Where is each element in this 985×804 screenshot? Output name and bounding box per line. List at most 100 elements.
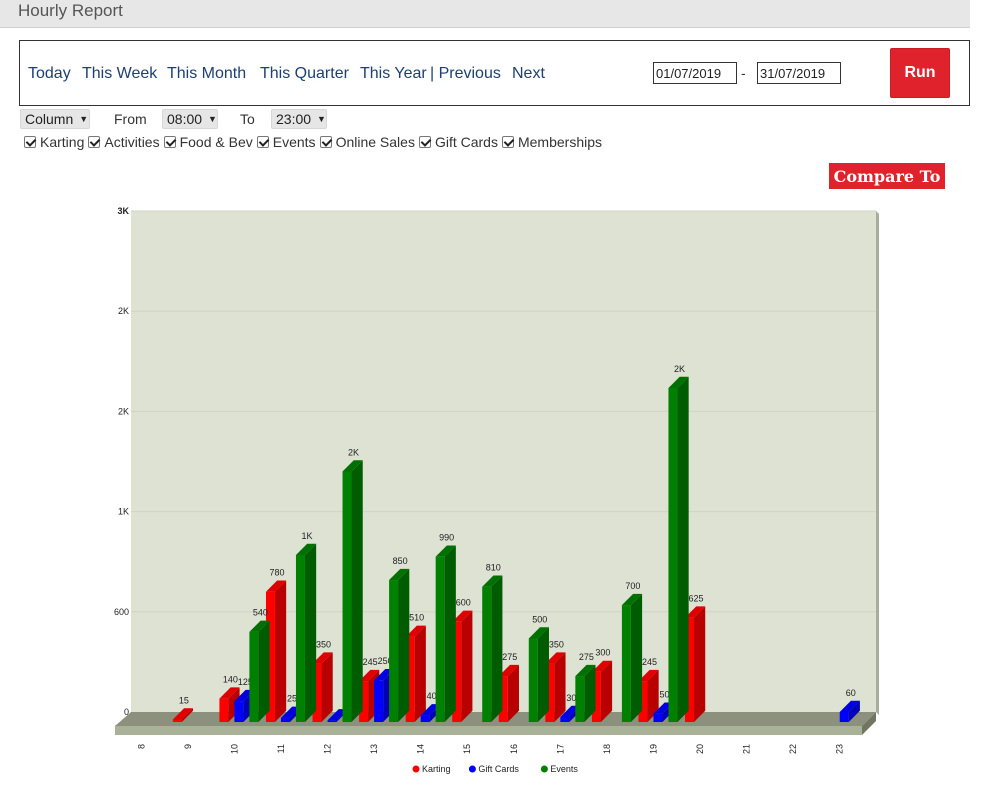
bar-side [507,664,519,722]
bar-side [647,669,659,722]
run-button[interactable]: Run [890,48,950,98]
legend-marker [468,765,476,773]
data-label: 245 [363,657,378,667]
chevron-down-icon: ▼ [208,114,217,124]
data-label: 30 [566,693,576,703]
filter-gift-cards[interactable]: Gift Cards [418,134,498,150]
checkbox-checked-icon[interactable] [163,136,176,148]
data-label: 540 [253,608,268,618]
page-title: Hourly Report [18,1,123,20]
bar-events [621,605,631,722]
checkbox-checked-icon[interactable] [24,136,36,148]
bar-top [685,606,706,618]
start-date-input[interactable] [653,62,737,84]
bar-side [304,543,317,722]
x-tick-label: 22 [788,744,798,754]
bar-karting [359,681,369,722]
data-label: 125 [238,677,253,687]
data-label: 50 [659,689,669,699]
bar-top [621,593,643,606]
today-link[interactable]: Today [28,65,71,82]
checkbox-checked-icon[interactable] [501,136,514,148]
legend-label: Events [550,764,578,774]
bar-side [554,652,566,722]
from-time-select[interactable]: 08:00 ▼ [162,109,218,129]
filter-online-sales[interactable]: Online Sales [319,134,415,150]
from-label: From [114,111,147,127]
legend-label: Gift Cards [478,764,519,774]
y-tick-label: 2K [118,406,129,416]
data-label: 350 [316,639,331,649]
plot-back-wall [131,211,876,712]
floor-side [862,712,876,735]
filter-label: Memberships [517,134,602,150]
chart-type-select[interactable]: Column ▼ [20,109,90,129]
bar-karting [452,621,462,722]
checkbox-checked-icon[interactable] [418,136,431,148]
bar-side [414,625,426,722]
filter-activities[interactable]: Activities [88,134,160,150]
x-tick-label: 21 [742,744,752,754]
bar-gift-cards [839,711,849,722]
x-tick-label: 14 [416,744,426,754]
data-label: 300 [595,648,610,658]
filter-food-bev[interactable]: Food & Bev [163,134,253,150]
checkbox-checked-icon[interactable] [319,136,332,148]
x-tick-label: 17 [555,744,565,754]
filter-memberships[interactable]: Memberships [501,134,602,150]
bar-top [359,669,380,682]
bar-karting [405,636,415,722]
bar-gift-cards [327,720,337,722]
filter-label: Food & Bev [179,134,253,150]
bar-side [398,568,410,722]
compare-to-button[interactable]: Compare To [829,163,945,189]
bar-events [342,471,352,722]
this-week-link[interactable]: This Week [82,65,158,82]
this-quarter-link[interactable]: This Quarter [260,65,349,82]
bar-side [181,708,194,722]
this-month-link[interactable]: This Month [167,65,247,82]
bar-top [172,708,194,720]
x-tick-label: 19 [648,744,658,754]
data-label: 60 [846,688,856,698]
data-label: 25 [287,694,297,704]
y-tick-label: 3K [117,206,129,216]
bar-side [461,610,473,722]
to-label: To [240,111,255,127]
bar-side [600,660,613,722]
to-time-value: 23:00 [276,111,312,127]
next-link[interactable]: Next [512,65,545,82]
data-label: 510 [409,613,424,623]
data-label: 810 [486,563,501,573]
filter-events[interactable]: Events [256,134,316,150]
x-tick-label: 9 [183,744,193,749]
y-tick-label: 0 [124,707,129,717]
hourly-bar-chart: 0 600 1K 2K 2K 3K 15 140 780 350 245 510 600 275 350 30… [114,206,879,774]
filter-karting[interactable]: Karting [24,134,84,150]
end-date-input[interactable] [757,62,841,84]
checkbox-checked-icon[interactable] [88,136,101,148]
data-label: 2K [674,364,685,374]
bar-top [528,627,549,639]
data-label: 350 [549,639,564,649]
bar-gift-cards [234,701,244,722]
bar-karting [312,663,322,722]
to-time-select[interactable]: 23:00 ▼ [271,109,327,129]
previous-link[interactable]: | Previous [430,65,501,82]
checkbox-checked-icon[interactable] [256,136,269,148]
this-year-link[interactable]: This Year [360,65,427,82]
bar-events [249,631,259,722]
bar-top [249,620,270,632]
date-separator: - [741,65,746,81]
bar-events [482,586,492,722]
x-tick-label: 15 [462,744,472,754]
bar-side [848,700,860,722]
data-label: 700 [625,581,640,591]
filter-label: Events [272,134,316,150]
bar-side [351,460,363,722]
data-label: 275 [502,652,517,662]
bar-gift-cards [653,713,663,722]
bar-karting [265,591,275,722]
bar-side [321,652,333,722]
x-tick-label: 18 [602,744,612,754]
